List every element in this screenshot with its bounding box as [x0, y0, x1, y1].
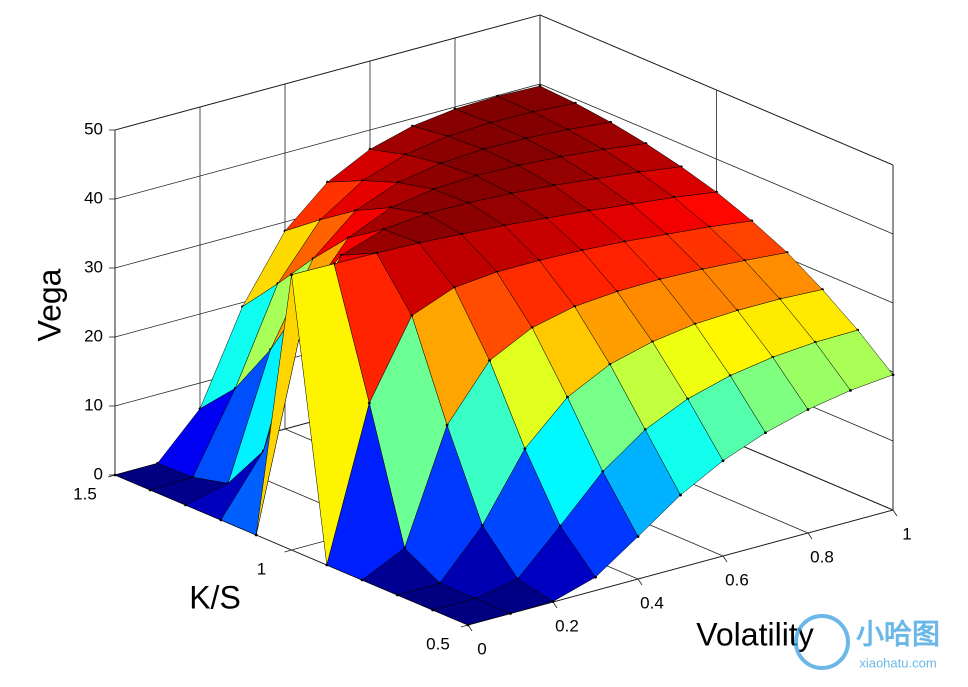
surface-point	[325, 563, 329, 567]
z-tick-label: 40	[84, 188, 103, 207]
z-tick-label: 20	[84, 326, 103, 345]
z-tick-label: 50	[84, 119, 103, 138]
z-tick-label: 30	[84, 257, 103, 276]
y-tick-label: 1	[257, 559, 266, 578]
x-axis-label: Volatility	[696, 616, 813, 652]
watermark-title: 小哈图	[856, 618, 940, 649]
grid-line	[467, 509, 894, 626]
x-tick-label: 0.2	[555, 616, 579, 635]
tick-mark	[552, 601, 558, 609]
watermark-url: xiaohatu.com	[859, 655, 936, 670]
grid-line	[114, 14, 541, 131]
surface-point	[184, 503, 188, 507]
tick-mark	[637, 578, 643, 586]
surface-point	[721, 459, 725, 463]
surface-point	[148, 488, 152, 492]
surface-point	[396, 593, 399, 597]
watermark: 小哈图 xiaohatu.com	[794, 614, 940, 670]
tick-mark	[807, 532, 813, 540]
surface-point	[113, 473, 117, 477]
y-tick-label: 1.5	[73, 484, 97, 503]
tick-mark	[722, 555, 728, 563]
z-axis-label: Vega	[31, 268, 67, 341]
surface-point	[509, 612, 512, 615]
y-tick-label: 0.5	[426, 634, 450, 653]
tick-mark	[892, 509, 898, 517]
x-tick-label: 0.4	[640, 593, 664, 612]
x-tick-label: 1	[902, 524, 911, 543]
x-tick-label: 0.6	[725, 570, 749, 589]
surface-point	[636, 535, 640, 538]
surface-face	[432, 598, 511, 626]
z-tick-label: 0	[94, 464, 103, 483]
surface-point	[219, 518, 223, 522]
x-tick-label: 0.8	[810, 547, 834, 566]
surface-point	[431, 608, 435, 612]
surface-point	[254, 533, 258, 537]
y-axis-label: K/S	[189, 579, 241, 615]
watermark-logo	[794, 614, 850, 670]
surface-point	[679, 493, 682, 497]
z-tick-label: 10	[84, 395, 103, 414]
surface-point	[594, 575, 597, 579]
surface	[113, 84, 895, 627]
tick-mark	[284, 549, 292, 553]
surface-point	[551, 600, 555, 603]
surface-point	[466, 623, 470, 627]
x-tick-label: 0	[477, 639, 486, 658]
surface-point	[360, 578, 364, 582]
surface-point	[764, 431, 767, 435]
surface-point	[849, 389, 852, 392]
surface-point	[891, 373, 895, 377]
grid-line	[114, 83, 541, 200]
surface-point	[806, 408, 810, 411]
surface-point	[290, 273, 293, 277]
